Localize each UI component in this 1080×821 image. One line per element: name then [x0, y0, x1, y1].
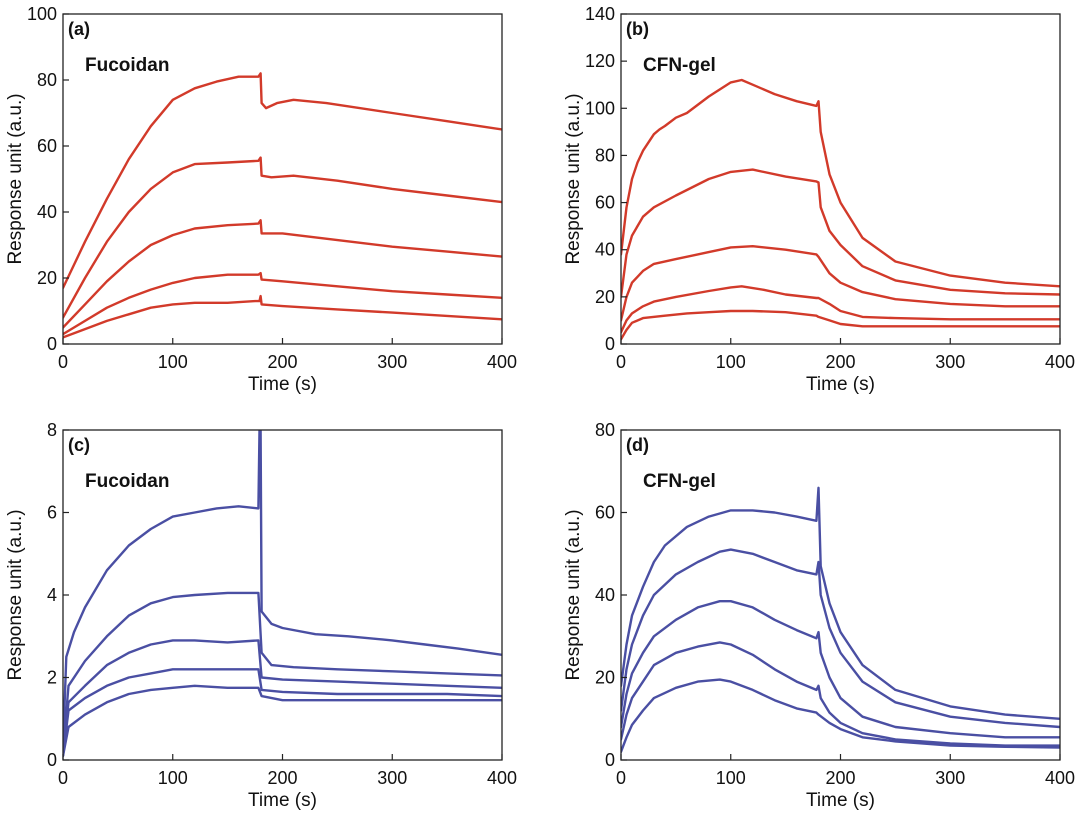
- panel-a-series-2-line: [63, 156, 502, 319]
- panel-c-x-tick-label-2: 200: [267, 768, 297, 788]
- panel-b-x-tick-label-4: 400: [1045, 352, 1075, 372]
- panel-d-series-3-line: [621, 600, 1060, 739]
- panel-a-y-tick-label-2: 40: [37, 202, 57, 222]
- panel-a-y-tick-label-3: 60: [37, 136, 57, 156]
- panel-a-y-tick-label-0: 0: [47, 334, 57, 354]
- panel-a-x-tick-label-2: 200: [267, 352, 297, 372]
- panel-b-y-axis-label: Response unit (a.u.): [563, 93, 584, 264]
- panel-b-x-axis-label: Time (s): [806, 374, 875, 395]
- panel-a-y-axis-label: Response unit (a.u.): [5, 93, 26, 264]
- panel-a: 0 100 200 300 400 0 20 40 60 80 100 Time (s) Respons…: [5, 4, 517, 395]
- panel-c-y-tick-label-1: 2: [47, 668, 57, 688]
- panel-c-letter: (c): [68, 435, 90, 455]
- panel-b-x-tick-label-2: 200: [825, 352, 855, 372]
- panel-d-title: CFN-gel: [643, 471, 716, 492]
- panel-d-letter: (d): [626, 435, 649, 455]
- panel-b-y-tick-label-7: 140: [585, 4, 615, 24]
- panel-d-series-4-line: [621, 641, 1060, 747]
- panel-d-y-tick-label-3: 60: [595, 503, 615, 523]
- panel-b-series-2-line: [621, 168, 1060, 299]
- panel-a-x-tick-label-0: 0: [58, 352, 68, 372]
- panel-a-x-tick-label-3: 300: [377, 352, 407, 372]
- panel-d-x-tick-label-4: 400: [1045, 768, 1075, 788]
- panel-c-x-tick-label-4: 400: [487, 768, 517, 788]
- panel-d-x-axis-label: Time (s): [806, 790, 875, 811]
- panel-b-y-tick-label-4: 80: [595, 145, 615, 165]
- panel-a-series-5-line: [63, 294, 502, 339]
- panel-a-y-tick-label-1: 20: [37, 268, 57, 288]
- panel-a-series-1-line: [63, 72, 502, 290]
- panel-b-x-tick-label-3: 300: [935, 352, 965, 372]
- panel-a-series-3-line: [63, 219, 502, 329]
- panel-d-y-tick-label-1: 20: [595, 668, 615, 688]
- panel-b-series-5-line: [621, 309, 1060, 341]
- panel-d-x-tick-label-3: 300: [935, 768, 965, 788]
- panel-d-x-tick-label-2: 200: [825, 768, 855, 788]
- panel-b-y-tick-label-2: 40: [595, 240, 615, 260]
- panel-b: 0 100 200 300 400 0 20 40 60 80 100 120 140 Time (s) R…: [563, 4, 1075, 395]
- panel-c-y-tick-label-2: 4: [47, 585, 57, 605]
- panel-c-x-tick-label-1: 100: [158, 768, 188, 788]
- panel-b-series-4-line: [621, 285, 1060, 334]
- panel-d-y-tick-label-0: 0: [605, 750, 615, 770]
- panel-d-y-tick-label-4: 80: [595, 420, 615, 440]
- panel-a-series-4-line: [63, 271, 502, 336]
- panel-a-x-axis-label: Time (s): [248, 374, 317, 395]
- panel-b-title: CFN-gel: [643, 55, 716, 76]
- panel-a-x-tick-label-1: 100: [158, 352, 188, 372]
- panel-b-y-tick-label-1: 20: [595, 287, 615, 307]
- panel-b-y-tick-label-5: 100: [585, 98, 615, 118]
- panel-c-x-tick-label-3: 300: [377, 768, 407, 788]
- panel-c-y-tick-label-0: 0: [47, 750, 57, 770]
- panel-c-series-5-line: [63, 684, 502, 758]
- panel-b-x-tick-label-1: 100: [716, 352, 746, 372]
- panel-a-letter: (a): [68, 19, 90, 39]
- panel-d-y-tick-label-2: 40: [595, 585, 615, 605]
- panel-c-series-3-line: [63, 639, 502, 753]
- panel-c-series-4-line: [63, 668, 502, 758]
- panel-b-x-tick-label-0: 0: [616, 352, 626, 372]
- panel-b-y-tick-label-0: 0: [605, 334, 615, 354]
- panel-d-y-axis-label: Response unit (a.u.): [563, 509, 584, 680]
- panel-c-x-axis-label: Time (s): [248, 790, 317, 811]
- panel-c-title: Fucoidan: [85, 471, 169, 492]
- panel-c-series-1-line: [63, 430, 502, 749]
- panel-a-title: Fucoidan: [85, 55, 169, 76]
- panel-a-y-tick-label-5: 100: [27, 4, 57, 24]
- panel-c-series-2-line: [63, 591, 502, 753]
- panel-c-x-tick-label-0: 0: [58, 768, 68, 788]
- panel-d-series-5-line: [621, 678, 1060, 753]
- panel-b-letter: (b): [626, 19, 649, 39]
- panel-d-series-1-line: [621, 486, 1060, 720]
- panel-c-y-tick-label-4: 8: [47, 420, 57, 440]
- panel-d-x-tick-label-1: 100: [716, 768, 746, 788]
- panel-b-series-3-line: [621, 245, 1060, 322]
- panel-a-y-tick-label-4: 80: [37, 70, 57, 90]
- panel-d: 0 100 200 300 400 0 20 40 60 80 Time (s) Response u…: [563, 420, 1075, 811]
- panel-c: 0 100 200 300 400 0 2 4 6 8 Time (s) Response unit …: [5, 420, 517, 811]
- panel-b-series-1-line: [621, 78, 1060, 288]
- panel-b-y-tick-label-3: 60: [595, 193, 615, 213]
- panel-a-x-tick-label-4: 400: [487, 352, 517, 372]
- panel-c-y-axis-label: Response unit (a.u.): [5, 509, 26, 680]
- panel-b-y-tick-label-6: 120: [585, 51, 615, 71]
- panel-c-y-tick-label-3: 6: [47, 503, 57, 523]
- panel-d-series-2-line: [621, 548, 1060, 729]
- panel-d-x-tick-label-0: 0: [616, 768, 626, 788]
